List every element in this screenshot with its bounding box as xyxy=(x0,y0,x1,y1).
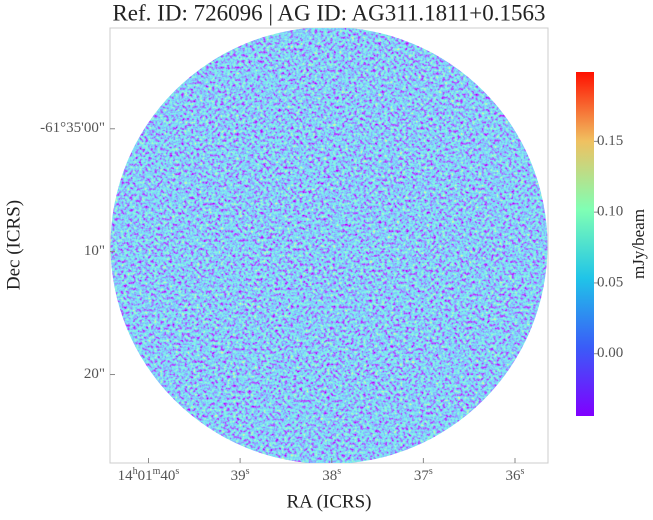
colorbar-tick-label: 0.15 xyxy=(597,133,623,149)
tick-number: 38 xyxy=(322,468,337,484)
tick-unit: h xyxy=(133,466,138,477)
colorbar-tick-label: 0.10 xyxy=(597,204,623,220)
y-axis-label: Dec (ICRS) xyxy=(3,200,24,290)
tick-unit: s xyxy=(246,466,250,477)
title: Ref. ID: 726096 | AG ID: AG311.1811+0.15… xyxy=(112,0,545,25)
tick-unit: s xyxy=(337,466,341,477)
colorbar-tick-label: 0.05 xyxy=(597,274,623,290)
y-tick-label: 10" xyxy=(84,243,105,259)
tick-unit: s xyxy=(175,466,179,477)
tick-unit: m xyxy=(153,466,161,477)
x-tick-label: 36s xyxy=(506,466,525,484)
tick-number: 14 xyxy=(118,468,134,484)
tick-unit: s xyxy=(429,466,433,477)
tick-number: 36 xyxy=(506,468,522,484)
x-tick-label: 37s xyxy=(414,466,433,484)
image xyxy=(110,28,548,463)
x-tick-label: 14h01m40s xyxy=(118,466,180,484)
x-tick-label: 39s xyxy=(231,466,250,484)
tick-number: 40 xyxy=(160,468,175,484)
colorbar-label: mJy/beam xyxy=(629,209,648,279)
x-axis-label: RA (ICRS) xyxy=(287,491,372,512)
colorbar-tick-label: 0.00 xyxy=(597,345,623,361)
colorbar xyxy=(576,72,594,416)
tick-unit: s xyxy=(521,466,525,477)
tick-number: 37 xyxy=(414,468,430,484)
tick-number: 39 xyxy=(231,468,246,484)
y-tick-label: 20" xyxy=(84,366,105,382)
tick-number: 01 xyxy=(138,468,153,484)
x-tick-label: 38s xyxy=(322,466,341,484)
y-tick-label: -61°35'00" xyxy=(40,120,105,136)
